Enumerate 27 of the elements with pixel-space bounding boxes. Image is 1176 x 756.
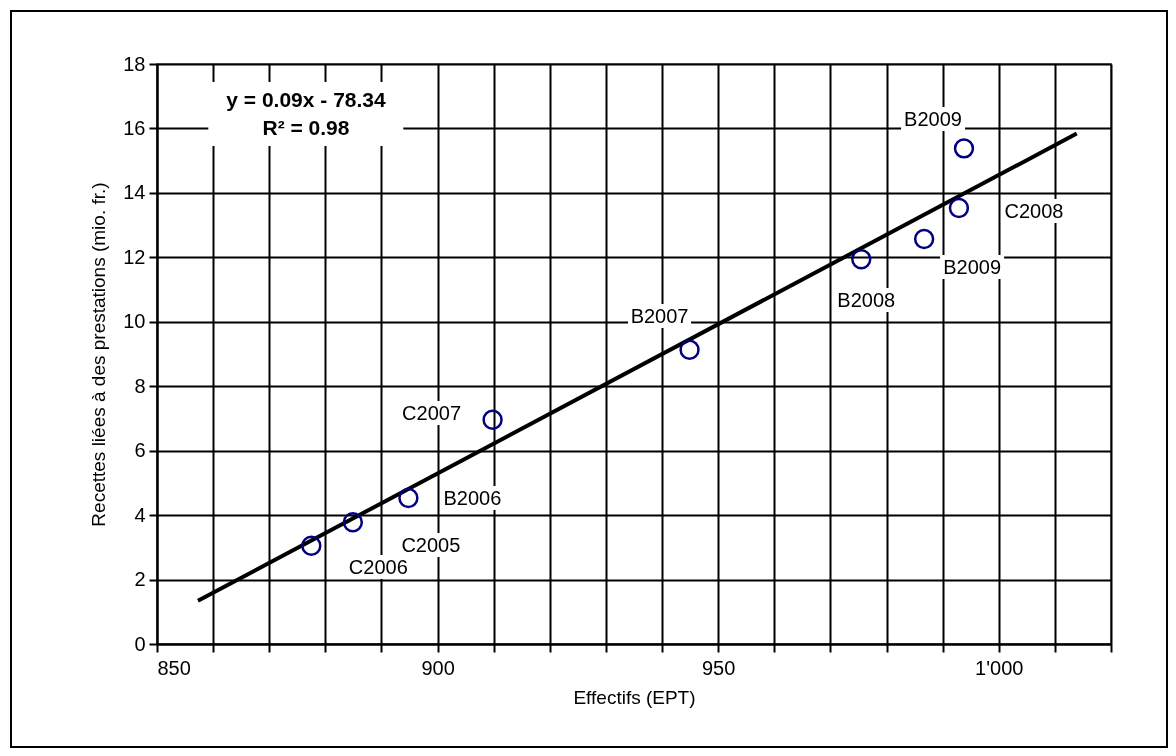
x-tick-label: 850: [157, 656, 191, 679]
annotation: C2005: [398, 533, 464, 558]
x-tick-label: 1'000: [975, 656, 1024, 679]
annotation: B2009: [940, 254, 1005, 279]
annotation: C2008: [1001, 199, 1067, 224]
x-axis-title: Effectifs (EPT): [573, 686, 696, 708]
x-tick-label: 950: [701, 656, 736, 679]
y-tick-label: 2: [134, 568, 146, 591]
annotation: y = 0.09x - 78.34: [226, 88, 386, 111]
y-tick-label: 0: [134, 632, 146, 655]
annotation: B2006: [440, 486, 505, 511]
y-tick-label: 14: [123, 181, 146, 204]
annotation: B2009: [901, 107, 965, 132]
y-tick-label: 12: [123, 245, 146, 268]
y-tick-label: 18: [123, 52, 146, 75]
annotation: R² = 0.98: [262, 116, 350, 139]
y-tick-label: 4: [134, 503, 146, 526]
x-tick-label: 900: [421, 656, 455, 679]
y-tick-label: 10: [123, 310, 146, 333]
y-axis-title: Recettes liées à des prestations (mio. fr.): [88, 182, 110, 527]
annotation: B2008: [834, 288, 899, 313]
annotation: C2007: [399, 400, 465, 425]
y-tick-label: 6: [134, 439, 146, 462]
annotation: C2006: [345, 554, 411, 579]
annotation: B2007: [627, 303, 692, 328]
y-tick-label: 16: [123, 116, 146, 139]
y-tick-label: 8: [134, 374, 146, 397]
